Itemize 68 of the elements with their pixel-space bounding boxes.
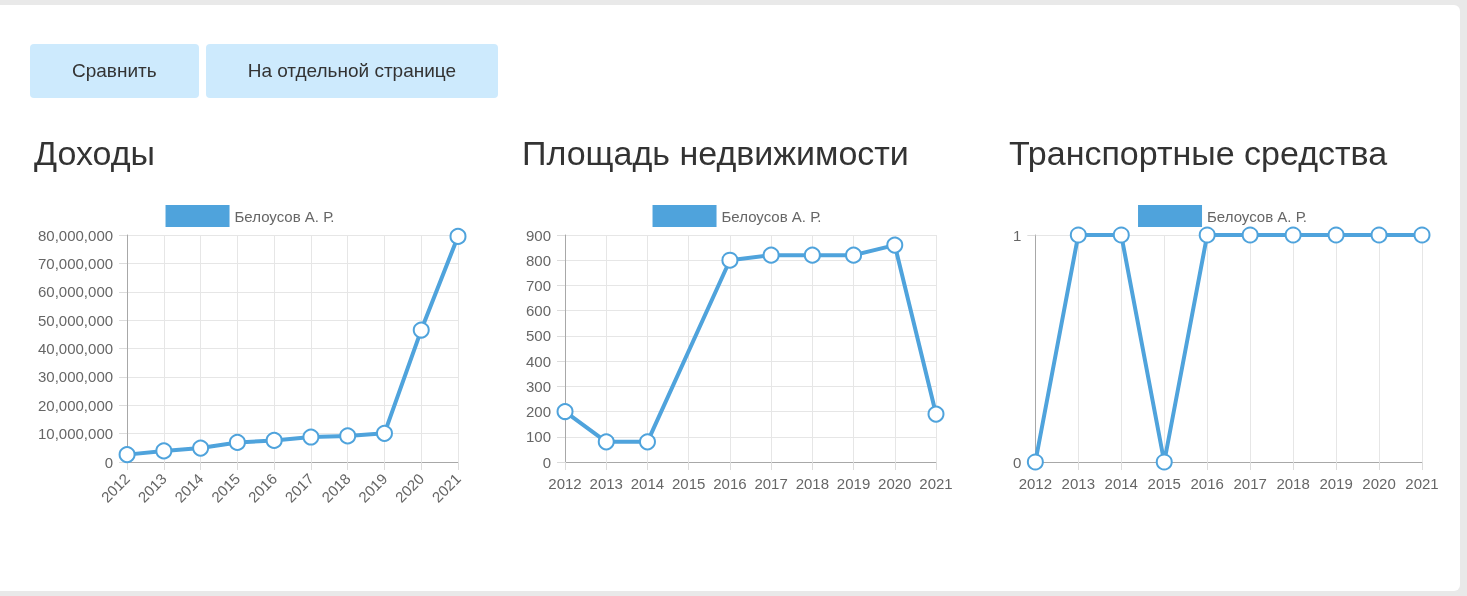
x-tick-label: 2013 bbox=[589, 475, 623, 492]
y-tick-label: 0 bbox=[1013, 453, 1022, 471]
point bbox=[803, 246, 821, 264]
point bbox=[118, 446, 136, 464]
point bbox=[302, 428, 320, 446]
point bbox=[449, 227, 467, 245]
x-tick-label: 2017 bbox=[754, 475, 788, 492]
point bbox=[412, 321, 430, 339]
y-tick-label: 100 bbox=[526, 428, 552, 446]
legend-label: Белоусов А. Р. bbox=[234, 207, 335, 225]
x-tick-label: 2012 bbox=[1018, 475, 1053, 492]
point bbox=[886, 236, 904, 254]
x-tick-label: 2012 bbox=[548, 475, 582, 492]
y-tick-label: 200 bbox=[526, 403, 552, 421]
x-tick-label: 2021 bbox=[1405, 475, 1439, 492]
point bbox=[927, 405, 945, 423]
point bbox=[721, 251, 739, 269]
chart-title: Площадь недвижимости bbox=[522, 134, 909, 172]
point bbox=[597, 433, 615, 451]
y-tick-label: 900 bbox=[526, 226, 552, 244]
point bbox=[228, 433, 246, 451]
point bbox=[762, 246, 780, 264]
legend-label: Белоусов А. Р. bbox=[1207, 207, 1307, 225]
point bbox=[638, 433, 656, 451]
y-tick-label: 10,000,000 bbox=[38, 425, 114, 443]
x-tick-label: 2017 bbox=[1233, 475, 1267, 492]
x-tick-label: 2015 bbox=[1147, 475, 1181, 492]
point bbox=[375, 424, 393, 442]
point bbox=[155, 442, 173, 460]
point bbox=[265, 431, 283, 449]
x-tick-label: 2018 bbox=[1276, 475, 1310, 492]
x-tick-label: 2016 bbox=[1190, 475, 1224, 492]
x-tick-label: 2014 bbox=[630, 475, 665, 492]
y-tick-label: 0 bbox=[104, 453, 114, 471]
y-tick-label: 70,000,000 bbox=[38, 254, 114, 272]
y-tick-label: 1 bbox=[1013, 226, 1022, 244]
x-tick-label: 2013 bbox=[1061, 475, 1095, 492]
y-tick-label: 800 bbox=[526, 251, 552, 269]
x-tick-label: 2020 bbox=[878, 475, 912, 492]
point bbox=[339, 427, 357, 445]
y-tick-label: 50,000,000 bbox=[38, 311, 114, 329]
y-tick-label: 400 bbox=[526, 352, 552, 370]
y-tick-label: 500 bbox=[526, 327, 552, 345]
x-tick-label: 2021 bbox=[919, 475, 953, 492]
point bbox=[845, 246, 863, 264]
x-tick-label: 2014 bbox=[1104, 475, 1138, 492]
y-tick-label: 30,000,000 bbox=[38, 368, 114, 386]
x-tick-label: 2018 bbox=[795, 475, 830, 492]
y-tick-label: 300 bbox=[526, 377, 552, 395]
y-tick-label: 700 bbox=[526, 276, 552, 294]
chart-title: Доходы bbox=[34, 134, 155, 172]
y-tick-label: 600 bbox=[526, 302, 552, 320]
x-tick-label: 2016 bbox=[713, 475, 747, 492]
y-tick-label: 0 bbox=[542, 453, 552, 471]
x-tick-label: 2015 bbox=[672, 475, 706, 492]
x-tick-label: 2019 bbox=[1319, 475, 1353, 492]
y-tick-label: 80,000,000 bbox=[38, 226, 114, 244]
point bbox=[192, 439, 210, 457]
chart-title: Транспортные средства bbox=[1009, 134, 1388, 172]
button[interactable]: Сравнить bbox=[30, 44, 199, 98]
x-tick-label: 2019 bbox=[836, 475, 871, 492]
y-tick-label: 20,000,000 bbox=[38, 396, 114, 414]
point bbox=[556, 403, 574, 421]
button[interactable]: На отдельной странице bbox=[205, 44, 499, 98]
y-tick-label: 60,000,000 bbox=[38, 283, 114, 301]
y-tick-label: 40,000,000 bbox=[38, 340, 114, 357]
x-tick-label: 2020 bbox=[1362, 475, 1396, 492]
legend-label: Белоусов А. Р. bbox=[721, 207, 822, 225]
